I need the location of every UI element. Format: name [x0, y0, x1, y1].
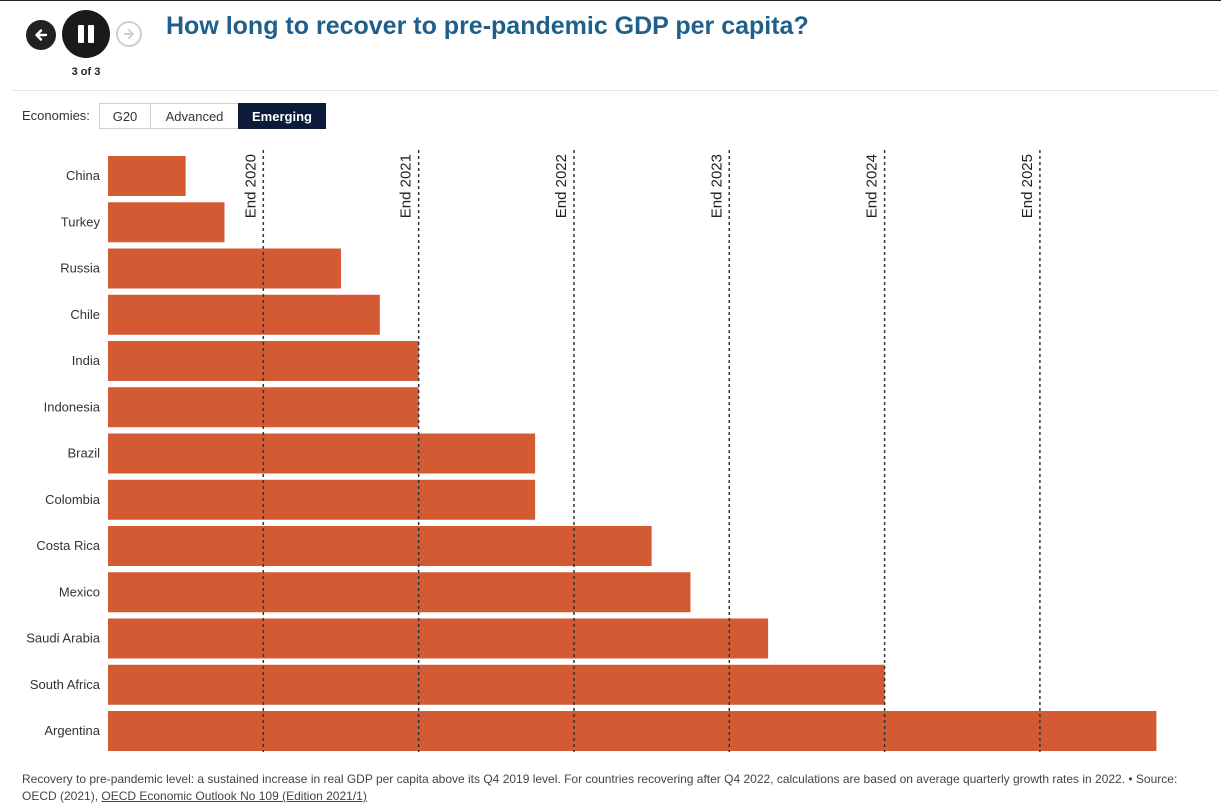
bar-colombia: [108, 479, 536, 520]
category-label-mexico: Mexico: [59, 584, 100, 599]
reference-label-end-2025: End 2025: [1019, 154, 1036, 218]
economies-option-emerging[interactable]: Emerging: [238, 103, 326, 129]
footnote-text: Recovery to pre-pandemic level: a sustai…: [22, 772, 1178, 803]
bar-russia: [108, 248, 341, 289]
header-divider: [12, 90, 1218, 91]
top-border: [0, 0, 1221, 1]
bar-chile: [108, 294, 380, 335]
next-button[interactable]: [116, 21, 142, 47]
category-label-indonesia: Indonesia: [44, 399, 101, 414]
pause-icon: [78, 25, 94, 43]
bar-brazil: [108, 433, 536, 474]
arrow-right-icon: [123, 29, 134, 39]
reference-label-end-2022: End 2022: [553, 154, 570, 218]
category-label-south-africa: South Africa: [30, 677, 101, 692]
bar-costa-rica: [108, 526, 652, 566]
bar-china: [108, 156, 186, 196]
bar-turkey: [108, 202, 225, 243]
category-label-costa-rica: Costa Rica: [36, 538, 100, 553]
economies-selector: G20 Advanced Emerging: [99, 103, 326, 129]
category-label-argentina: Argentina: [44, 723, 100, 738]
category-label-chile: Chile: [70, 307, 100, 322]
category-label-saudi-arabia: Saudi Arabia: [26, 631, 100, 646]
story-navigation: [26, 10, 146, 60]
recovery-bar-chart: China Turkey Russia Chile India Indonesia Braz…: [26, 150, 1157, 752]
category-label-china: China: [66, 168, 101, 183]
bar-south-africa: [108, 664, 885, 705]
economies-option-advanced[interactable]: Advanced: [150, 103, 239, 129]
economies-label: Economies:: [22, 108, 90, 123]
reference-label-end-2024: End 2024: [864, 154, 881, 218]
footnote: Recovery to pre-pandemic level: a sustai…: [22, 771, 1207, 805]
reference-label-end-2021: End 2021: [398, 154, 415, 218]
pause-button[interactable]: [62, 10, 110, 58]
bar-argentina: [108, 711, 1157, 751]
arrow-left-icon: [35, 29, 48, 41]
category-label-india: India: [72, 353, 101, 368]
economies-option-g20[interactable]: G20: [99, 103, 151, 129]
category-label-turkey: Turkey: [61, 214, 101, 229]
source-link[interactable]: OECD Economic Outlook No 109 (Edition 20…: [101, 789, 367, 803]
category-label-russia: Russia: [60, 261, 101, 276]
reference-label-end-2023: End 2023: [708, 154, 725, 218]
category-label-colombia: Colombia: [45, 492, 101, 507]
previous-button[interactable]: [26, 20, 56, 50]
slide-counter: 3 of 3: [71, 66, 101, 78]
category-label-brazil: Brazil: [67, 446, 100, 461]
bar-saudi-arabia: [108, 618, 769, 659]
bar-mexico: [108, 572, 691, 613]
page-title: How long to recover to pre-pandemic GDP …: [166, 12, 809, 40]
reference-label-end-2020: End 2020: [242, 154, 259, 218]
